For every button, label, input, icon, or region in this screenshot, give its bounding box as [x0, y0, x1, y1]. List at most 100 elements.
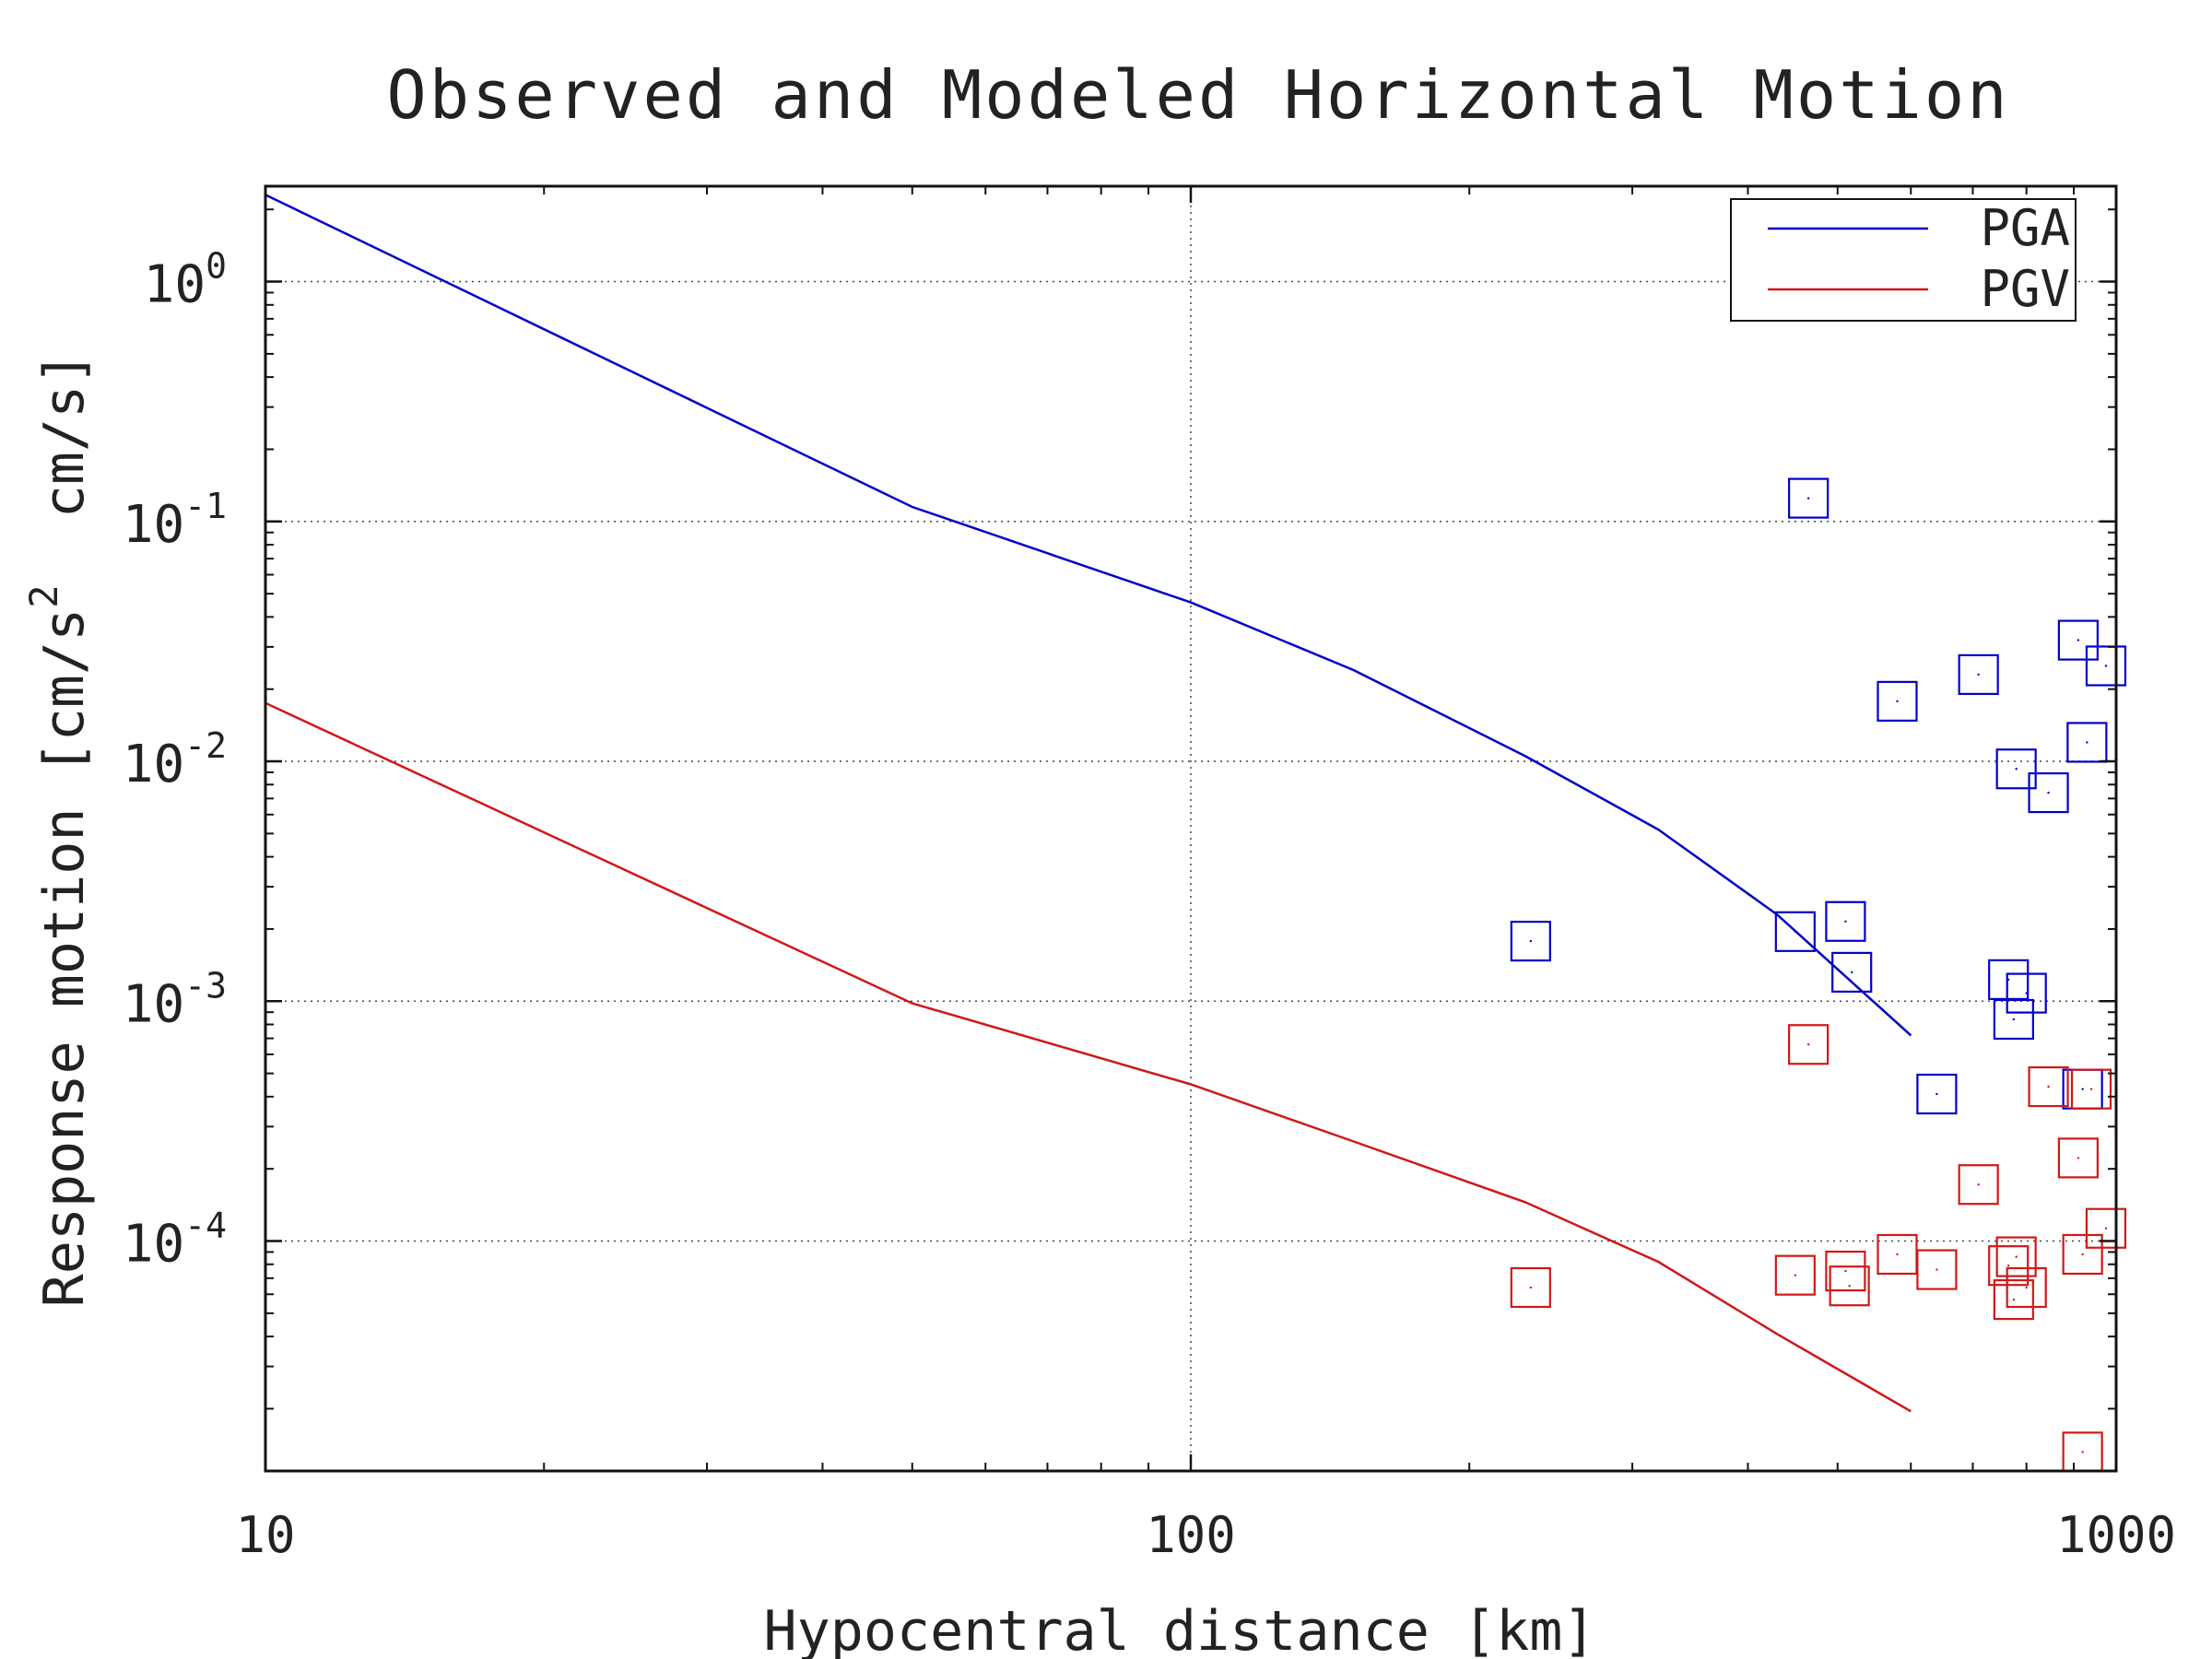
data-marker-center — [1896, 1253, 1899, 1256]
data-marker — [1829, 1265, 1870, 1307]
data-marker-center — [1806, 1043, 1810, 1046]
data-marker — [1995, 1236, 2037, 1277]
y-tick-label-base: 10 — [123, 974, 184, 1034]
data-marker-center — [2015, 1255, 2018, 1258]
data-marker — [1825, 1250, 1866, 1292]
data-marker — [2006, 972, 2047, 1014]
data-marker-center — [2086, 741, 2088, 744]
data-marker-center — [2104, 1227, 2108, 1230]
data-marker — [2070, 1068, 2112, 1110]
y-tick-label-base: 10 — [123, 1215, 184, 1275]
y-tick-label: 10-3 — [123, 965, 227, 1034]
y-tick-label-exponent: -2 — [184, 725, 227, 766]
y-tick-label-exponent: -4 — [184, 1206, 227, 1246]
data-marker-center — [2081, 1088, 2084, 1090]
data-marker — [1510, 1266, 1551, 1309]
data-marker — [1788, 1024, 1830, 1065]
data-marker-center — [1936, 1092, 1938, 1096]
y-tick-label-base: 10 — [144, 255, 206, 315]
data-marker-center — [1806, 497, 1810, 500]
data-marker-center — [2077, 1157, 2080, 1159]
data-marker — [2006, 1266, 2047, 1309]
data-marker — [2028, 1065, 2069, 1108]
data-marker-center — [2012, 1298, 2016, 1301]
data-marker — [2066, 722, 2108, 763]
data-marker — [1993, 1278, 2034, 1321]
x-axis-label: Hypocentral distance [km] — [763, 1599, 1595, 1659]
y-tick-label-base: 10 — [123, 735, 184, 794]
y-tick-label: 10-4 — [123, 1206, 227, 1275]
series-line — [265, 701, 1912, 1413]
data-marker — [1825, 900, 1866, 942]
y-axis-label: Response motion [cm/s2 cm/s] — [21, 352, 97, 1308]
y-tick-label-exponent: 0 — [206, 246, 227, 287]
data-marker — [2062, 1233, 2103, 1276]
y-tick-label-exponent: -1 — [184, 486, 227, 526]
data-marker — [1988, 1245, 2030, 1287]
data-marker — [2028, 771, 2069, 814]
data-marker-center — [1529, 1286, 1533, 1289]
y-tick-label: 10-1 — [123, 486, 227, 555]
x-tick-label: 100 — [1146, 1506, 1236, 1564]
data-marker — [2085, 645, 2127, 687]
data-marker — [1788, 477, 1830, 519]
data-marker-center — [1977, 673, 1980, 677]
legend-box — [1730, 198, 2077, 322]
data-marker-center — [2006, 1264, 2010, 1267]
legend-label-pga: PGA — [1980, 199, 2070, 257]
data-marker-center — [2047, 1085, 2050, 1088]
data-marker-center — [2047, 791, 2050, 794]
data-marker — [1993, 998, 2034, 1041]
chart-title: Observed and Modeled Horizontal Motion — [386, 56, 2009, 134]
data-marker-center — [1936, 1268, 1938, 1271]
data-marker — [1916, 1249, 1958, 1290]
data-marker-center — [1794, 1274, 1797, 1277]
legend-label-pgv: PGV — [1980, 260, 2070, 318]
data-marker-center — [1844, 920, 1847, 923]
y-tick-label: 100 — [144, 246, 227, 315]
y-axis-label-tail: cm/s] — [32, 352, 97, 585]
data-marker — [1877, 680, 1918, 722]
data-marker-center — [1844, 1269, 1847, 1273]
data-marker-center — [2089, 1088, 2093, 1090]
y-tick-label-base: 10 — [123, 495, 184, 555]
data-marker — [1958, 1164, 1999, 1206]
data-marker-center — [1848, 1285, 1851, 1288]
data-marker-center — [2025, 992, 2028, 994]
grid — [265, 186, 2116, 1471]
data-marker-center — [2081, 1451, 2084, 1453]
data-marker — [1988, 959, 2030, 1000]
data-marker — [1510, 921, 1551, 962]
data-marker — [1774, 911, 1816, 952]
data-marker-center — [2015, 768, 2018, 771]
y-tick-label-exponent: -3 — [184, 965, 227, 1006]
series-line — [265, 194, 1912, 1037]
x-tick-label: 1000 — [2056, 1506, 2176, 1564]
y-axis-label-exponent: 2 — [21, 584, 66, 607]
x-tick-label: 10 — [235, 1506, 295, 1564]
data-marker — [1995, 748, 2037, 790]
data-marker — [2057, 1137, 2099, 1179]
data-marker — [1831, 951, 1873, 994]
legend: PGA PGV — [1730, 198, 2077, 322]
data-marker — [2085, 1207, 2127, 1249]
data-marker-center — [1529, 939, 1533, 943]
data-marker-center — [2104, 665, 2108, 667]
plot-series — [265, 194, 2127, 1473]
y-axis-label-main: Response motion [cm/s — [32, 608, 97, 1308]
data-marker-center — [1896, 700, 1899, 703]
data-marker-center — [1850, 971, 1853, 974]
y-tick-label: 10-2 — [123, 725, 227, 794]
data-marker — [1774, 1254, 1816, 1296]
data-marker-center — [1794, 930, 1797, 934]
data-marker-center — [2012, 1018, 2016, 1021]
data-marker-center — [2081, 1253, 2084, 1256]
data-marker-center — [1977, 1183, 1980, 1186]
data-marker-center — [2077, 639, 2080, 641]
data-marker — [1958, 653, 1999, 696]
data-marker-center — [2025, 1286, 2028, 1289]
data-marker — [2057, 619, 2099, 661]
data-marker — [1916, 1073, 1958, 1115]
